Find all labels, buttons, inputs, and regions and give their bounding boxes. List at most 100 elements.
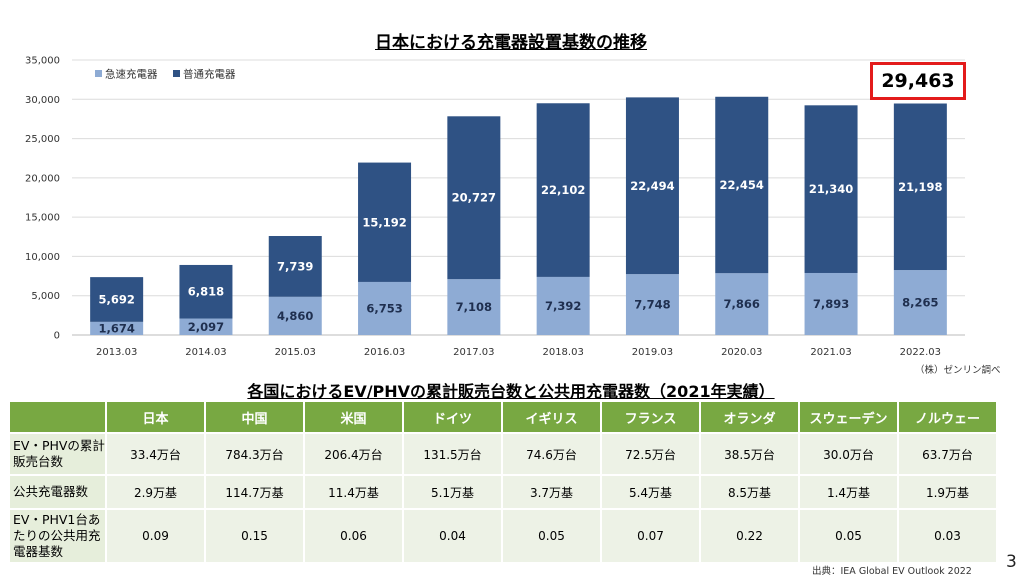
column-header: 日本 [105,400,206,434]
table-corner-cell [8,400,107,434]
table-cell: 114.7万基 [204,474,305,510]
column-header: ドイツ [402,400,503,434]
legend-label: 急速充電器 [105,68,158,81]
bar-segment [358,281,412,335]
total-highlight-box: 29,463 [870,62,966,100]
x-tick-label: 2014.03 [185,347,226,358]
legend-label: 普通充電器 [183,68,236,81]
bar-segment [893,103,947,271]
table-header-row: 日本 中国 米国 ドイツ イギリス フランス オランダ スウェーデン ノルウェー [8,400,998,434]
column-header: イギリス [501,400,602,434]
chart-title: 日本における充電器設置基数の推移 [375,33,647,53]
table-cell: 38.5万台 [699,432,800,476]
x-tick-label: 2021.03 [810,347,851,358]
table-cell: 0.22 [699,508,800,564]
bar-segment [804,272,858,335]
data-label: 7,108 [456,300,492,314]
table-cell: 30.0万台 [798,432,899,476]
column-header: 中国 [204,400,305,434]
table-cell: 2.9万基 [105,474,206,510]
table-cell: 0.03 [897,508,998,564]
data-label: 22,102 [541,183,585,197]
table-cell: 74.6万台 [501,432,602,476]
data-label: 22,494 [630,179,674,193]
table-cell: 0.05 [501,508,602,564]
table-row: 公共充電器数 2.9万基 114.7万基 11.4万基 5.1万基 3.7万基 … [8,474,998,510]
x-tick-label: 2015.03 [275,347,316,358]
data-label: 7,866 [724,297,760,311]
bar-segment [625,274,679,335]
data-label: 21,340 [809,182,853,196]
data-label: 7,392 [545,299,581,313]
table-cell: 0.15 [204,508,305,564]
bar-segment [447,116,501,280]
page-number: 3 [1006,552,1017,572]
data-label: 7,893 [813,297,849,311]
bar-segment [804,105,858,273]
y-tick-label: 5,000 [31,291,60,302]
table-cell: 5.1万基 [402,474,503,510]
bar-segment [268,236,322,297]
y-tick-label: 35,000 [25,56,60,67]
table-cell: 72.5万台 [600,432,701,476]
table-cell: 11.4万基 [303,474,404,510]
y-tick-label: 0 [54,331,60,342]
x-tick-label: 2018.03 [542,347,583,358]
column-header: ノルウェー [897,400,998,434]
data-label: 21,198 [898,180,942,194]
table-cell: 63.7万台 [897,432,998,476]
table-cell: 8.5万基 [699,474,800,510]
data-label: 5,692 [98,292,134,306]
y-tick-label: 25,000 [25,134,60,145]
table-cell: 5.4万基 [600,474,701,510]
bar-segment [358,162,412,282]
table-cell: 0.07 [600,508,701,564]
column-header: オランダ [699,400,800,434]
bar-segment [893,270,947,335]
bar-segment [268,296,322,335]
table-cell: 33.4万台 [105,432,206,476]
table-cell: 1.4万基 [798,474,899,510]
x-tick-label: 2022.03 [900,347,941,358]
x-tick-label: 2020.03 [721,347,762,358]
legend-swatch [173,70,180,77]
table-cell: 784.3万台 [204,432,305,476]
x-tick-label: 2013.03 [96,347,137,358]
y-tick-label: 10,000 [25,252,60,263]
data-label: 4,860 [277,309,313,323]
data-label: 7,739 [277,259,313,273]
data-label: 20,727 [452,191,496,205]
y-tick-label: 15,000 [25,213,60,224]
bar-segment [179,264,233,319]
data-label: 1,674 [98,321,134,335]
x-tick-label: 2019.03 [632,347,673,358]
bar-segment [625,97,679,275]
bar-segment [90,277,144,322]
table-cell: 0.05 [798,508,899,564]
bar-segment [179,318,233,335]
x-tick-label: 2016.03 [364,347,405,358]
y-tick-label: 30,000 [25,95,60,106]
bar-segment [715,96,769,274]
stacked-bar-chart: 0 5,000 10,000 15,000 20,000 25,000 30,000 35,0… [25,56,965,358]
table-title: 各国におけるEV/PHVの累計販売台数と公共用充電器数（2021年実績） [247,382,775,401]
column-header: スウェーデン [798,400,899,434]
table-cell: 131.5万台 [402,432,503,476]
bar-segment [447,279,501,335]
table-row: EV・PHV1台あたりの公共用充電器基数 0.09 0.15 0.06 0.04… [8,508,998,564]
data-label: 6,753 [366,301,402,315]
table-cell: 0.09 [105,508,206,564]
table-cell: 206.4万台 [303,432,404,476]
bar-segment [715,273,769,335]
data-label: 8,265 [902,296,938,310]
ev-charger-table: 日本 中国 米国 ドイツ イギリス フランス オランダ スウェーデン ノルウェー… [8,400,998,564]
data-label: 2,097 [188,320,224,334]
row-header: EV・PHV1台あたりの公共用充電器基数 [8,508,107,564]
bar-segment [536,103,590,277]
column-header: フランス [600,400,701,434]
row-header: EV・PHVの累計販売台数 [8,432,107,476]
y-tick-label: 20,000 [25,173,60,184]
data-label: 7,748 [634,298,670,312]
table-row: EV・PHVの累計販売台数 33.4万台 784.3万台 206.4万台 131… [8,432,998,476]
table-cell: 0.04 [402,508,503,564]
